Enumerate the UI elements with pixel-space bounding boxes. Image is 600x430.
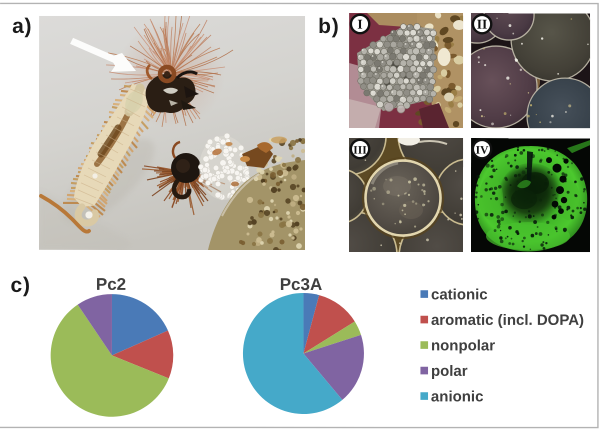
svg-text:polar: polar [431,363,468,380]
svg-text:I: I [357,17,362,32]
svg-text:b): b) [318,15,339,38]
svg-text:a): a) [12,15,32,38]
svg-text:II: II [477,17,488,32]
svg-text:cationic: cationic [431,286,488,303]
svg-text:nonpolar: nonpolar [431,337,495,354]
svg-text:IV: IV [476,145,489,157]
svg-text:c): c) [10,274,30,297]
svg-text:III: III [353,145,367,157]
svg-text:anionic: anionic [431,388,484,405]
svg-text:aromatic (incl. DOPA): aromatic (incl. DOPA) [431,312,584,329]
svg-text:Pc3A: Pc3A [280,275,323,294]
svg-text:Pc2: Pc2 [96,275,126,294]
